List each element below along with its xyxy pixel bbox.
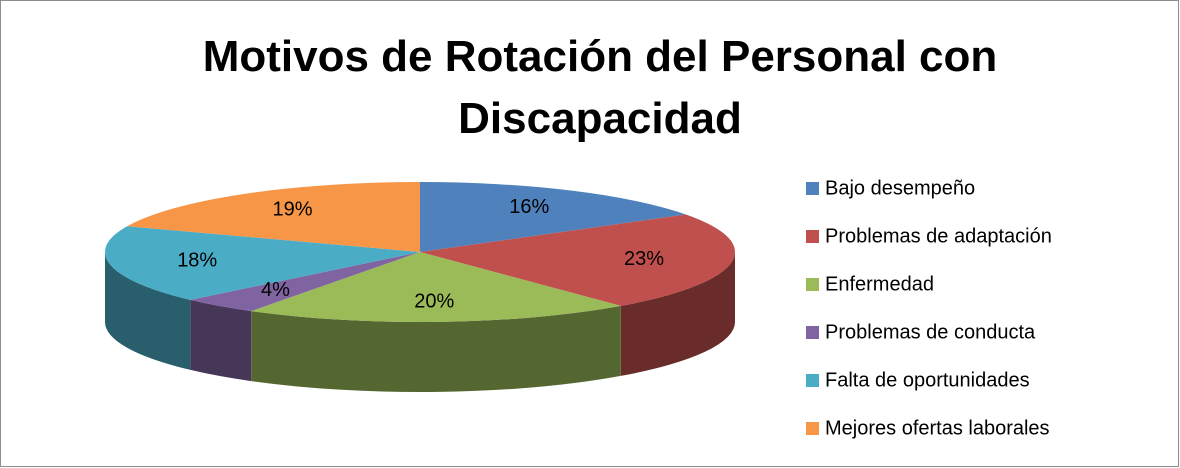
pie-slice — [104, 226, 420, 300]
data-label: 23% — [624, 248, 664, 270]
data-label: 18% — [177, 250, 217, 272]
pie-slice-side — [251, 305, 621, 392]
legend-label: Mejores ofertas laborales — [825, 417, 1050, 439]
legend-label: Falta de oportunidades — [825, 369, 1030, 391]
legend-swatch — [806, 326, 819, 339]
data-label: 20% — [414, 291, 454, 313]
pie-slice — [127, 182, 420, 252]
legend-label: Problemas de adaptación — [825, 225, 1052, 247]
data-label: 16% — [509, 196, 549, 218]
pie-slice — [420, 182, 686, 252]
pie-slice-side — [620, 252, 735, 376]
pie-slice-side — [190, 299, 252, 382]
legend-swatch — [806, 278, 819, 291]
pie-slice — [251, 252, 621, 322]
pie-slice-side — [105, 252, 191, 370]
data-label: 19% — [273, 199, 313, 221]
chart-title: Motivos de Rotación del Personal con Dis… — [202, 32, 998, 143]
legend-label: Enfermedad — [825, 273, 934, 295]
legend-label: Bajo desempeño — [825, 177, 975, 199]
legend-swatch — [806, 374, 819, 387]
pie-slice — [190, 252, 420, 312]
legend-swatch — [806, 422, 819, 435]
pie-slice — [420, 214, 735, 306]
legend-label: Problemas de conducta — [825, 321, 1036, 343]
legend-swatch — [806, 230, 819, 243]
legend-swatch — [806, 182, 819, 195]
data-label: 4% — [261, 279, 290, 301]
